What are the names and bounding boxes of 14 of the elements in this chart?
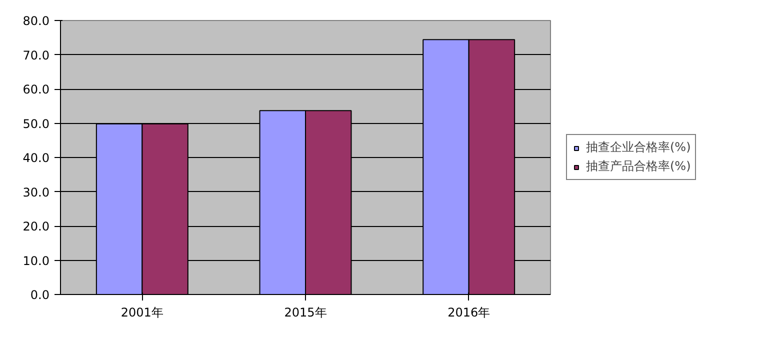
y-tick-label: 0.0 <box>30 288 50 302</box>
x-tick-label: 2001年 <box>120 306 164 320</box>
y-tick-label: 20.0 <box>22 220 50 234</box>
y-tick-label: 10.0 <box>22 254 50 268</box>
y-tick-label: 60.0 <box>22 82 50 96</box>
x-tick-label: 2015年 <box>284 306 327 320</box>
y-tick-label: 70.0 <box>22 48 50 62</box>
legend-label: 抽查产品合格率(%) <box>586 158 691 175</box>
legend-label: 抽查企业合格率(%) <box>586 139 691 156</box>
y-tick-label: 40.0 <box>22 151 50 165</box>
x-tick-label: 2016年 <box>448 306 490 320</box>
y-tick-label: 30.0 <box>22 185 50 200</box>
y-tick-label: 80.0 <box>22 14 50 28</box>
y-tick-label: 50.0 <box>22 116 50 131</box>
